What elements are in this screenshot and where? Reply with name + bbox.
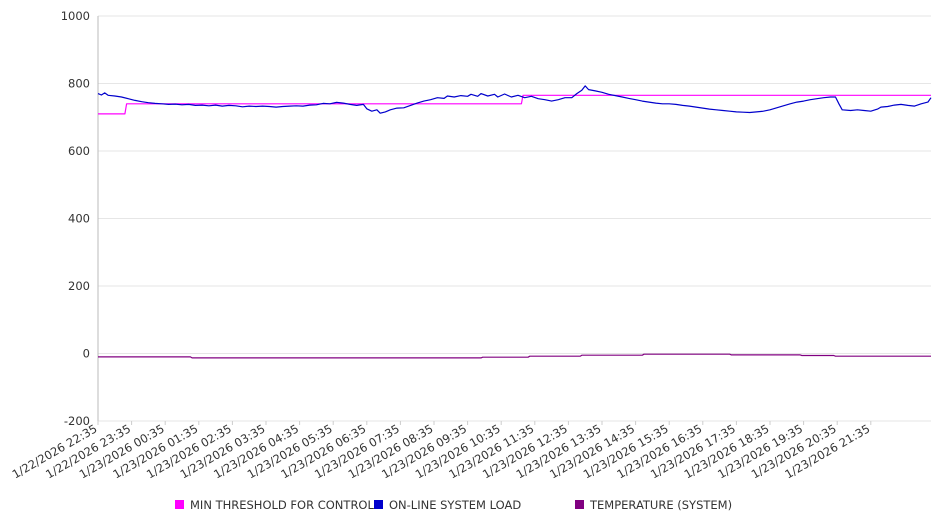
- legend-label: MIN THRESHOLD FOR CONTROL: [190, 498, 374, 512]
- series-line-1: [98, 94, 931, 115]
- legend-label: TEMPERATURE (SYSTEM): [589, 498, 732, 512]
- y-tick-label: 400: [68, 212, 90, 226]
- series-line-2: [97, 85, 932, 114]
- y-tick-label: 0: [83, 347, 90, 361]
- y-tick-label: -200: [64, 414, 90, 428]
- y-tick-label: 600: [68, 144, 90, 158]
- legend-swatch: [575, 500, 584, 509]
- legend-swatch: [374, 500, 383, 509]
- y-tick-label: 200: [68, 279, 90, 293]
- y-tick-label: 1000: [61, 9, 90, 23]
- legend: MIN THRESHOLD FOR CONTROL ON-LINE SYSTEM …: [175, 498, 732, 512]
- x-tick-labels: 1/22/2026 22:351/22/2026 23:351/23/2026 …: [10, 421, 873, 481]
- series-lines: [97, 85, 932, 359]
- y-tick-labels: -200 0 200 400 600 800 1000: [61, 9, 90, 428]
- axes: [97, 16, 872, 425]
- grid-lines: [98, 15, 931, 422]
- series-line-3: [98, 353, 931, 359]
- legend-swatch: [175, 500, 184, 509]
- legend-label: ON-LINE SYSTEM LOAD: [389, 498, 521, 512]
- y-tick-label: 800: [68, 77, 90, 91]
